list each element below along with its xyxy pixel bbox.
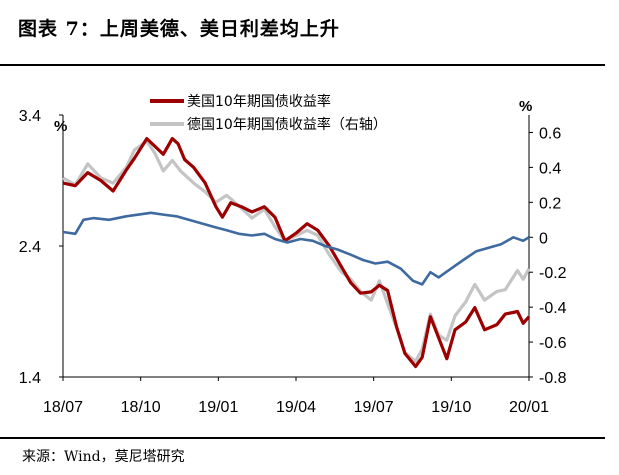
series-de-10y-line	[62, 139, 531, 363]
source-note: 来源：Wind，莫尼塔研究	[22, 449, 185, 465]
right-tick-label: -0.8	[539, 370, 567, 387]
right-tick-label: 0.2	[539, 195, 561, 212]
left-tick-label: 1.4	[19, 370, 41, 387]
legend-label-us-10y: 美国10年期国债收益率	[187, 93, 331, 110]
x-tick-label: 18/07	[43, 399, 83, 416]
legend-label-de-10y: 德国10年期国债收益率（右轴）	[187, 116, 387, 133]
x-tick-label: 18/10	[121, 399, 161, 416]
right-tick-label: 0.6	[539, 125, 561, 142]
chart-axes: 1.4 2.4 3.4 0.6 0.4 0.2 0 -0.2 -0.4 -0.6 -0.8 18/07…	[19, 108, 567, 416]
left-tick-label: 3.4	[19, 108, 41, 125]
series-layer	[62, 137, 531, 369]
left-tick-label: 2.4	[19, 239, 41, 256]
x-tick-label: 19/10	[431, 399, 471, 416]
x-tick-label: 19/04	[276, 399, 316, 416]
top-rule	[0, 64, 605, 66]
bottom-rule	[0, 437, 605, 439]
left-axis-unit: %	[54, 118, 67, 135]
series-us-10y-line	[62, 137, 531, 369]
right-tick-label: -0.4	[539, 300, 567, 317]
series-spread-line	[62, 211, 530, 286]
x-tick-label: 20/01	[509, 399, 549, 416]
right-tick-label: -0.2	[539, 265, 567, 282]
chart-legend: 美国10年期国债收益率 德国10年期国债收益率（右轴）	[150, 93, 387, 133]
x-tick-label: 19/01	[198, 399, 238, 416]
right-axis-unit: %	[519, 98, 532, 115]
right-tick-label: 0	[539, 230, 548, 247]
x-tick-label: 19/07	[354, 399, 394, 416]
right-tick-label: -0.6	[539, 335, 567, 352]
figure-title: 图表 7：上周美德、美日利差均上升	[18, 18, 340, 40]
right-tick-label: 0.4	[539, 160, 561, 177]
